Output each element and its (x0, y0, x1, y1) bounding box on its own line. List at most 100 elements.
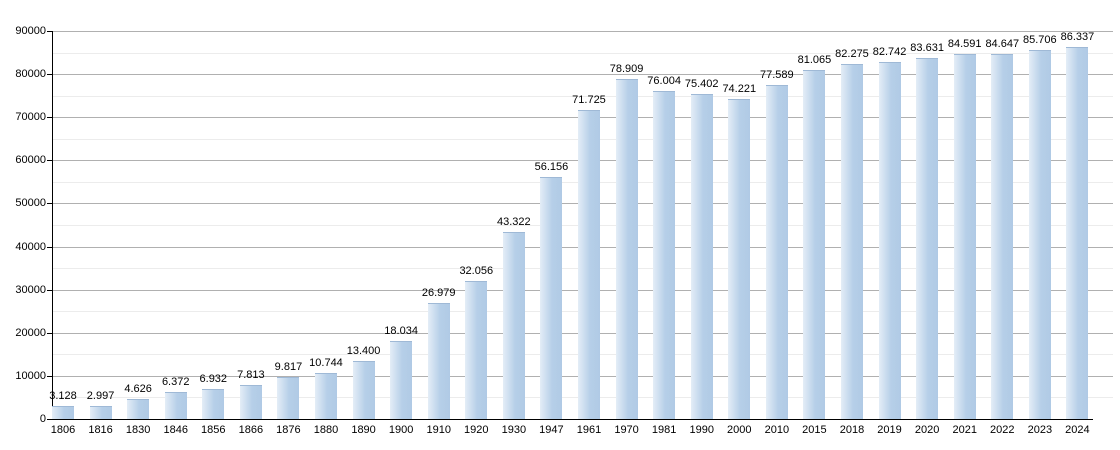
y-tick-label: 20000 (15, 326, 46, 339)
x-tick-label: 2010 (764, 424, 790, 436)
bar (314, 372, 337, 419)
bar (390, 341, 413, 419)
bar-value-label: 82.275 (835, 48, 869, 61)
x-tick-label: 1816 (88, 424, 113, 436)
x-tick-label: 1961 (576, 424, 602, 436)
bar (1066, 46, 1089, 419)
y-axis-tick (47, 289, 52, 291)
bar (465, 280, 488, 419)
bar-value-label: 77.589 (760, 68, 794, 81)
y-tick-label: 70000 (15, 111, 46, 124)
bar-value-label: 13.400 (346, 345, 381, 358)
x-tick-label: 1846 (163, 424, 188, 436)
bar (239, 385, 262, 419)
bar-value-label: 10.744 (309, 356, 343, 369)
bar-value-label: 75.402 (684, 77, 719, 90)
bar (277, 376, 300, 419)
x-tick-label: 1910 (426, 424, 451, 436)
x-tick-label: 2023 (1027, 424, 1053, 436)
x-tick-label: 1880 (313, 424, 339, 436)
bar-value-label: 9.817 (274, 360, 303, 373)
bar-value-label: 6.372 (161, 375, 190, 388)
bar (991, 54, 1014, 419)
x-tick-label: 1900 (388, 424, 414, 436)
y-tick-label: 90000 (15, 25, 46, 37)
x-tick-label: 1866 (238, 424, 264, 436)
x-tick-label: 1830 (125, 424, 151, 436)
bar (127, 399, 150, 419)
bar-value-label: 2.997 (86, 390, 115, 403)
x-tick-label: 2021 (952, 424, 977, 436)
x-tick-label: 1806 (50, 424, 76, 436)
x-tick-label: 2019 (877, 424, 902, 436)
gridline-major (52, 31, 1113, 32)
bar-value-label: 84.591 (947, 38, 982, 51)
x-tick-label: 1990 (689, 424, 714, 436)
x-tick-label: 1947 (539, 424, 564, 436)
bar-value-label: 71.725 (572, 93, 606, 106)
bar (803, 69, 826, 419)
bar (502, 232, 525, 419)
gridline-minor (52, 52, 1113, 54)
bar (765, 84, 788, 419)
y-tick-label: 40000 (15, 240, 46, 253)
x-tick-label: 2018 (839, 424, 865, 436)
y-tick-label: 60000 (15, 154, 46, 167)
bar-value-label: 78.909 (609, 62, 644, 75)
y-tick-label: 0 (39, 413, 46, 425)
bar (1028, 49, 1051, 419)
y-axis-tick (47, 160, 52, 162)
bar-value-label: 83.631 (910, 42, 944, 55)
bar-value-label: 7.813 (237, 369, 265, 382)
bar-value-label: 84.647 (985, 38, 1020, 51)
y-axis-line (52, 31, 53, 420)
bar (840, 64, 863, 419)
x-tick-label: 2024 (1065, 424, 1090, 436)
y-axis-tick (47, 203, 52, 205)
y-axis-tick (47, 375, 52, 377)
bar-value-label: 6.932 (199, 373, 228, 386)
x-tick-label: 1930 (501, 424, 527, 436)
bar (653, 91, 676, 419)
y-axis-tick (47, 332, 52, 334)
bar-value-label: 74.221 (722, 83, 757, 96)
bar-value-label: 26.979 (421, 286, 456, 299)
bar (728, 99, 751, 419)
bar-value-label: 85.706 (1023, 33, 1057, 46)
bar-value-label: 32.056 (459, 264, 494, 277)
x-tick-label: 1981 (651, 424, 677, 436)
bar (953, 54, 976, 419)
x-axis-line (47, 419, 1093, 420)
y-tick-label: 80000 (15, 68, 46, 81)
bar (916, 58, 939, 419)
y-axis-tick (47, 246, 52, 248)
bar (164, 391, 187, 419)
bar (540, 176, 563, 419)
bar-value-label: 81.065 (797, 53, 832, 66)
gridline-major (52, 74, 1113, 76)
x-tick-label: 1970 (614, 424, 639, 436)
bar-value-label: 76.004 (647, 75, 681, 88)
bar (352, 361, 375, 419)
bar (878, 62, 901, 419)
x-tick-label: 1890 (351, 424, 376, 436)
bar-value-label: 18.034 (384, 325, 418, 338)
x-tick-label: 1876 (276, 424, 301, 436)
x-tick-label: 1920 (464, 424, 489, 436)
x-tick-label: 2020 (914, 424, 940, 436)
y-axis-tick (47, 74, 52, 76)
bar-value-label: 43.322 (497, 216, 531, 229)
bar-value-label: 82.742 (872, 46, 907, 59)
x-tick-label: 2022 (990, 424, 1015, 436)
bar-value-label: 86.337 (1060, 30, 1095, 43)
y-axis-tick (47, 419, 52, 420)
x-tick-label: 1856 (201, 424, 226, 436)
bar (690, 93, 713, 419)
gridline-minor (52, 95, 1113, 97)
bar (427, 302, 450, 419)
y-tick-label: 10000 (15, 369, 46, 382)
y-tick-label: 30000 (15, 283, 46, 296)
x-tick-label: 2015 (802, 424, 827, 436)
bar-value-label: 3.128 (49, 389, 77, 402)
